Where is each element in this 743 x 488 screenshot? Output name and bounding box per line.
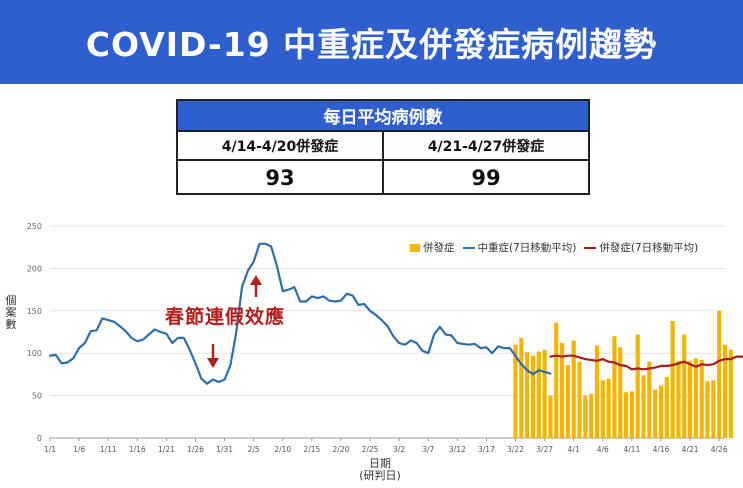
x-tick-label: 1/21: [158, 445, 175, 454]
bar: [565, 365, 570, 438]
bar: [670, 320, 675, 438]
x-tick-label: 1/26: [187, 445, 204, 454]
y-tick-label: 100: [27, 349, 42, 358]
legend-bar-swatch: [410, 243, 420, 252]
y-tick-label: 250: [27, 222, 42, 231]
x-tick-label: 1/6: [73, 445, 85, 454]
x-tick-label: 2/20: [333, 445, 350, 454]
y-tick-label: 50: [32, 392, 42, 401]
bar: [676, 360, 681, 438]
x-tick-label: 3/2: [393, 445, 405, 454]
x-tick-label: 3/22: [507, 445, 524, 454]
down-arrow-head: [207, 358, 219, 368]
title-banner: COVID-19 中重症及併發症病例趨勢: [0, 0, 743, 84]
x-tick-label: 4/1: [568, 445, 580, 454]
bar: [530, 355, 536, 438]
legend-item-severe: 中重症(7日移動平均): [462, 240, 577, 255]
severe-line: [48, 242, 552, 385]
y-axis-label-text: 個案數: [5, 294, 17, 331]
bar: [653, 389, 658, 438]
bar: [542, 349, 547, 438]
summary-label-week1: 4/14-4/20併發症: [178, 132, 384, 159]
bar: [571, 340, 576, 438]
trend-chart: 0 50 100 150 200 250 1/1 1/6 1/11 1/16 1/21 1/26 1/3…: [27, 222, 743, 454]
bar: [583, 395, 588, 438]
legend-item-bar: 併發症: [410, 240, 455, 255]
bar: [693, 358, 698, 438]
bar: [635, 334, 640, 438]
y-tick-label: 0: [37, 434, 42, 443]
summary-label-week2: 4/21-4/27併發症: [427, 138, 545, 155]
bar: [525, 352, 530, 438]
x-tick-label: 1/11: [100, 445, 117, 454]
bar: [513, 344, 518, 438]
bar: [711, 380, 716, 438]
complication-line: [549, 354, 743, 371]
summary-label-row: 4/14-4/20併發症 4/21-4/27併發症: [178, 132, 588, 161]
summary-value-row: 93 99: [178, 161, 588, 195]
bar: [554, 322, 559, 438]
legend-complication-swatch: [584, 246, 597, 249]
bar: [606, 378, 611, 438]
x-tick-label: 4/21: [682, 445, 699, 454]
legend-item-complication: 併發症(7日移動平均): [584, 240, 698, 255]
bar: [577, 361, 582, 438]
bar: [641, 375, 646, 438]
bar: [594, 345, 600, 438]
summary-table: 每日平均病例數 4/14-4/20併發症 4/21-4/27併發症 93 99: [176, 99, 590, 195]
chart-legend: 併發症 中重症(7日移動平均) 併發症(7日移動平均): [410, 240, 698, 255]
bar: [559, 343, 565, 438]
bar: [717, 310, 722, 438]
y-axis-label: 個案數: [4, 295, 18, 331]
y-tick-label: 200: [27, 264, 42, 273]
x-tick-label: 4/26: [711, 445, 728, 454]
legend-label-bar: 併發症: [423, 242, 455, 254]
x-axis-label: 日期 (研判日): [340, 458, 420, 482]
x-tick-label: 1/1: [44, 445, 56, 454]
x-tick-label: 3/12: [449, 445, 466, 454]
bar: [728, 349, 733, 438]
bar: [548, 395, 553, 438]
bar: [589, 393, 594, 438]
legend-severe-swatch: [462, 246, 475, 249]
bar: [722, 344, 728, 438]
summary-value-week2: 99: [471, 166, 501, 190]
x-tick-label: 4/6: [597, 445, 609, 454]
bar: [519, 337, 524, 438]
bar: [705, 381, 710, 438]
bar: [612, 336, 617, 438]
x-tick-label: 2/25: [362, 445, 379, 454]
x-tick-label: 3/27: [536, 445, 553, 454]
bar: [536, 351, 541, 438]
bar: [618, 347, 623, 438]
x-tick-label: 2/5: [248, 445, 260, 454]
bar: [600, 380, 605, 438]
up-arrow-head: [250, 275, 262, 285]
x-tick-label: 1/31: [216, 445, 233, 454]
bar: [658, 385, 664, 438]
summary-header: 每日平均病例數: [178, 101, 588, 132]
holiday-annotation: 春節連假效應: [165, 306, 286, 328]
bar: [664, 376, 669, 438]
x-tick-label: 4/11: [623, 445, 640, 454]
x-tick-label: 3/17: [478, 445, 495, 454]
summary-value-week1: 93: [178, 161, 384, 195]
bar: [647, 361, 652, 438]
x-axis-label-text: 日期 (研判日): [359, 457, 401, 482]
banner-title: COVID-19 中重症及併發症病例趨勢: [85, 25, 658, 64]
bar: [629, 391, 634, 438]
x-tick-label: 3/7: [422, 445, 434, 454]
bar: [699, 359, 704, 438]
bar: [623, 392, 629, 438]
x-tick-label: 4/16: [653, 445, 670, 454]
y-tick-label: 150: [27, 307, 42, 316]
x-tick-label: 2/10: [274, 445, 291, 454]
legend-label-severe: 中重症(7日移動平均): [477, 242, 577, 254]
x-tick-label: 2/15: [303, 445, 320, 454]
bar: [687, 360, 693, 438]
x-tick-label: 1/16: [129, 445, 146, 454]
legend-label-complication: 併發症(7日移動平均): [599, 242, 699, 254]
bar: [682, 334, 687, 438]
